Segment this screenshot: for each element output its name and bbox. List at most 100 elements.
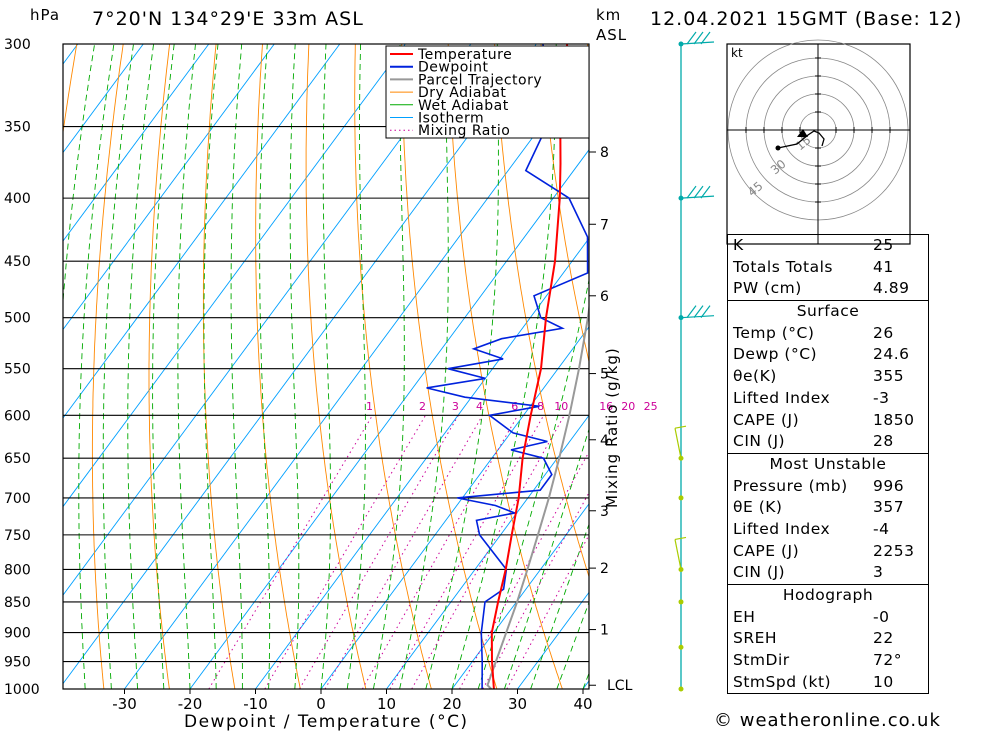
datetime-label: 12.04.2021 15GMT (Base: 12) xyxy=(650,8,963,30)
temperature-tick-label: 10 xyxy=(377,695,396,713)
isotherm-line xyxy=(63,44,210,242)
pressure-tick-label: 450 xyxy=(4,254,31,270)
temperature-tick-label: 40 xyxy=(573,695,592,713)
isotherm-line xyxy=(124,60,589,689)
temperature-tick-label: 30 xyxy=(508,695,527,713)
dry-adiabat-line xyxy=(354,44,432,689)
mixing-ratio-axis-label: Mixing Ratio (g/kg) xyxy=(603,347,621,508)
surface-section: Surface Temp (°C) 26 Dewp (°C) 24.6 θe(K) 3… xyxy=(728,300,928,453)
isotherm-line xyxy=(386,414,589,689)
temperature-tick-label: 0 xyxy=(316,695,326,713)
surface-cin-value: 28 xyxy=(873,432,894,451)
surface-theta-value: 355 xyxy=(873,367,905,386)
eh-value: -0 xyxy=(873,607,890,626)
legend-item: Isotherm xyxy=(418,111,484,127)
surface-theta-label: θe(K) xyxy=(733,367,777,386)
credit-label: © weatheronline.co.uk xyxy=(714,710,941,731)
sreh-value: 22 xyxy=(873,629,894,648)
pw-value: 4.89 xyxy=(873,279,910,298)
dry-adiabat-line xyxy=(305,44,367,689)
wind-level-dot xyxy=(678,495,684,501)
hpa-unit-label: hPa xyxy=(30,6,61,24)
surface-temp-value: 26 xyxy=(873,323,894,342)
wind-barb xyxy=(700,185,711,199)
x-axis-label: Dewpoint / Temperature (°C) xyxy=(184,712,469,732)
wind-barb xyxy=(693,305,704,319)
stmdir-value: 72° xyxy=(873,651,902,670)
height-tick-label: 6 xyxy=(600,289,609,305)
height-tick-label: 1 xyxy=(600,623,609,639)
wet-adiabat-line xyxy=(63,44,96,307)
wind-barb xyxy=(693,31,704,45)
totals-label: Totals Totals xyxy=(733,257,833,276)
stability-index-table: K 25 Totals Totals 41 PW (cm) 4.89 Surface … xyxy=(727,234,929,695)
mixing-ratio-label: 16 xyxy=(599,400,613,413)
k-index-label: K xyxy=(733,236,744,254)
wet-adiabat-line xyxy=(399,44,449,689)
wet-adiabat-line xyxy=(425,44,499,689)
dry-adiabat-line xyxy=(401,44,498,689)
surface-cape-value: 1850 xyxy=(873,410,915,429)
temperature-line xyxy=(490,126,562,689)
mixing-ratio-label: 20 xyxy=(621,400,635,413)
wind-barb-shaft xyxy=(680,195,715,199)
height-tick-label: LCL xyxy=(607,678,633,694)
legend-item: Wet Adiabat xyxy=(418,98,509,114)
isotherm-line xyxy=(255,237,589,689)
temperature-tick-label: 20 xyxy=(442,695,461,713)
wet-adiabat-line xyxy=(127,44,155,689)
hodograph-title: Hodograph xyxy=(782,586,874,604)
pressure-tick-label: 850 xyxy=(4,595,31,611)
mixing-ratio-line xyxy=(299,415,459,689)
temperature-tick-label: -10 xyxy=(243,695,268,713)
mixing-ratio-labels: 1 2 3 4 6 8 10 16 20 25 xyxy=(366,400,658,413)
wind-barb xyxy=(674,536,687,541)
wind-barb-shaft xyxy=(680,315,715,319)
wet-adiabat-line xyxy=(530,523,589,689)
dry-adiabat-line xyxy=(91,44,124,689)
surface-dewp-label: Dewp (°C) xyxy=(733,345,818,364)
legend-box xyxy=(385,45,590,139)
mu-theta-label: θE (K) xyxy=(733,498,783,517)
isotherm-line xyxy=(320,326,589,689)
surface-cin-label: CIN (J) xyxy=(733,432,786,451)
height-tick-label: 8 xyxy=(600,145,609,161)
wet-adiabat-line xyxy=(320,44,331,689)
wind-barb xyxy=(686,305,697,319)
hodograph-trace xyxy=(777,130,825,149)
wind-level-dot xyxy=(678,644,684,650)
most-unstable-section: Most Unstable Pressure (mb) 996 θE (K) 357… xyxy=(728,452,928,584)
mu-pressure-label: Pressure (mb) xyxy=(733,476,848,495)
mixing-ratio-line xyxy=(208,415,373,689)
wind-barb xyxy=(700,31,711,45)
isobars xyxy=(63,43,589,690)
hodograph-endpoint xyxy=(775,145,781,151)
pressure-tick-label: 800 xyxy=(4,562,31,578)
surface-temp-label: Temp (°C) xyxy=(733,323,815,342)
height-tick-label: 7 xyxy=(600,217,609,233)
pressure-tick-label: 1000 xyxy=(4,682,40,698)
dry-adiabat-line xyxy=(63,44,78,136)
pressure-tick-label: 750 xyxy=(4,528,31,544)
legend-item: Dry Adiabat xyxy=(418,85,506,101)
height-axis: 8 7 6 5 4 3 2 1 LCL xyxy=(589,145,633,694)
dewpoint-line xyxy=(426,44,589,689)
dry-adiabat-line xyxy=(447,44,563,689)
wet-adiabat-line xyxy=(203,44,219,689)
wet-adiabat-line xyxy=(556,601,589,689)
surface-dewp-value: 24.6 xyxy=(873,345,910,364)
wet-adiabat-line xyxy=(177,44,196,689)
pw-label: PW (cm) xyxy=(733,279,802,298)
wind-barb-shaft xyxy=(680,41,715,45)
surface-title: Surface xyxy=(796,302,860,321)
surface-li-value: -3 xyxy=(873,388,890,407)
mu-li-value: -4 xyxy=(873,519,890,538)
eh-label: EH xyxy=(733,607,756,626)
storm-motion-marker xyxy=(797,129,808,137)
mixing-ratio-label: 4 xyxy=(476,400,483,413)
sreh-label: SREH xyxy=(733,629,778,648)
temperature-tick-label: -20 xyxy=(178,695,203,713)
location-label: 7°20'N 134°29'E 33m ASL xyxy=(92,8,364,30)
